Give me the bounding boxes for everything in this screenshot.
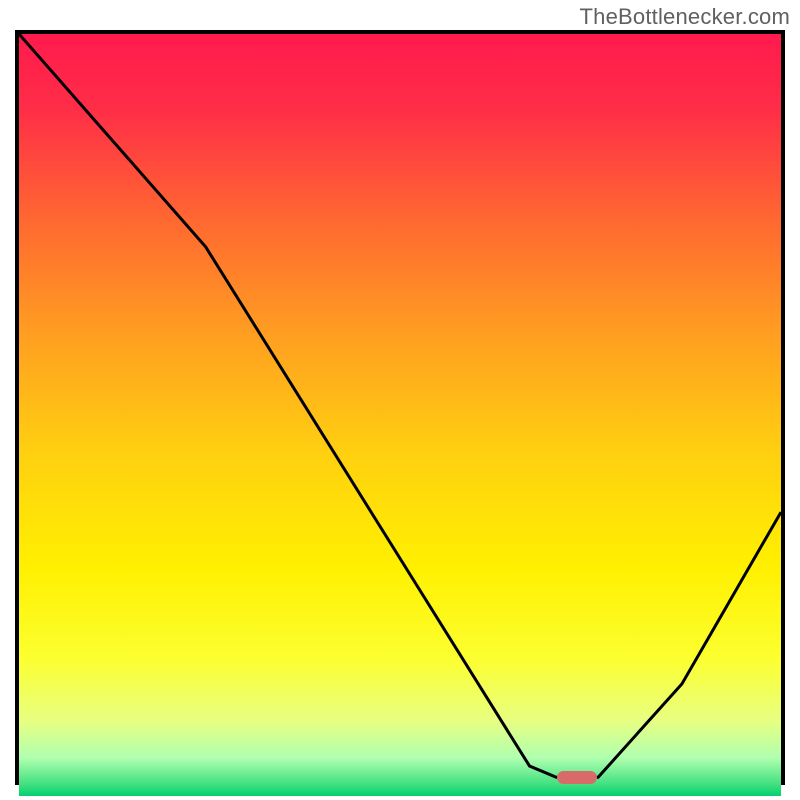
chart-frame [15, 30, 785, 785]
watermark-text: TheBottlenecker.com [580, 4, 790, 30]
bottleneck-curve [19, 34, 781, 781]
optimum-marker [557, 771, 597, 784]
